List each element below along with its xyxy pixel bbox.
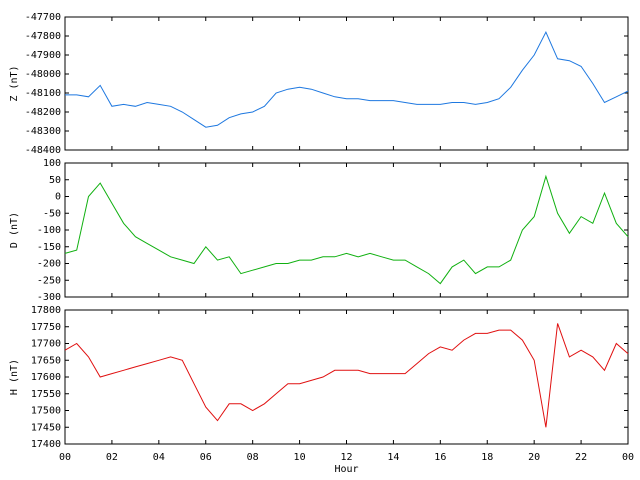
y-tick-label: 17650 [31,355,61,366]
y-axis-label: H (nT) [9,359,20,395]
y-tick-label: -48300 [25,126,61,137]
x-tick-label: 14 [387,452,399,463]
x-tick-label: 00 [622,452,634,463]
y-tick-label: -100 [37,225,61,236]
y-tick-label: 50 [49,175,61,186]
y-tick-label: 17750 [31,322,61,333]
y-tick-label: 17600 [31,372,61,383]
y-tick-label: -48200 [25,107,61,118]
data-line [64,323,629,428]
data-line [64,174,629,285]
x-tick-label: 06 [200,452,212,463]
x-tick-label: 20 [528,452,540,463]
x-tick-label: 22 [575,452,587,463]
x-tick-label: 08 [247,452,259,463]
y-tick-label: -48000 [25,69,61,80]
y-tick-label: -150 [37,242,61,253]
y-tick-label: -250 [37,275,61,286]
y-axis-label: Z (nT) [9,65,20,101]
y-tick-label: -47700 [25,12,61,23]
x-tick-label: 02 [106,452,118,463]
y-tick-label: 100 [43,158,61,169]
x-tick-label: 04 [153,452,165,463]
x-tick-label: 12 [340,452,352,463]
y-tick-label: -200 [37,259,61,270]
y-tick-label: 17450 [31,422,61,433]
y-tick-label: 0 [55,192,61,203]
y-tick-label: 17400 [31,439,61,450]
y-tick-label: -48400 [25,145,61,156]
y-tick-label: -50 [43,208,61,219]
y-axis-label: D (nT) [9,212,20,248]
y-tick-label: 17700 [31,339,61,350]
x-axis-label: Hour [334,464,358,475]
y-tick-label: -47800 [25,31,61,42]
y-tick-label: -48100 [25,88,61,99]
x-tick-label: 00 [59,452,71,463]
data-line [65,31,629,128]
y-tick-label: 17550 [31,389,61,400]
plot-frame [64,309,629,445]
y-tick-label: 17500 [31,406,61,417]
x-tick-label: 16 [434,452,446,463]
y-tick-label: 17800 [31,305,61,316]
y-tick-label: -300 [37,292,61,303]
y-tick-label: -47900 [25,50,61,61]
x-tick-label: 10 [294,452,306,463]
x-tick-label: 18 [481,452,493,463]
